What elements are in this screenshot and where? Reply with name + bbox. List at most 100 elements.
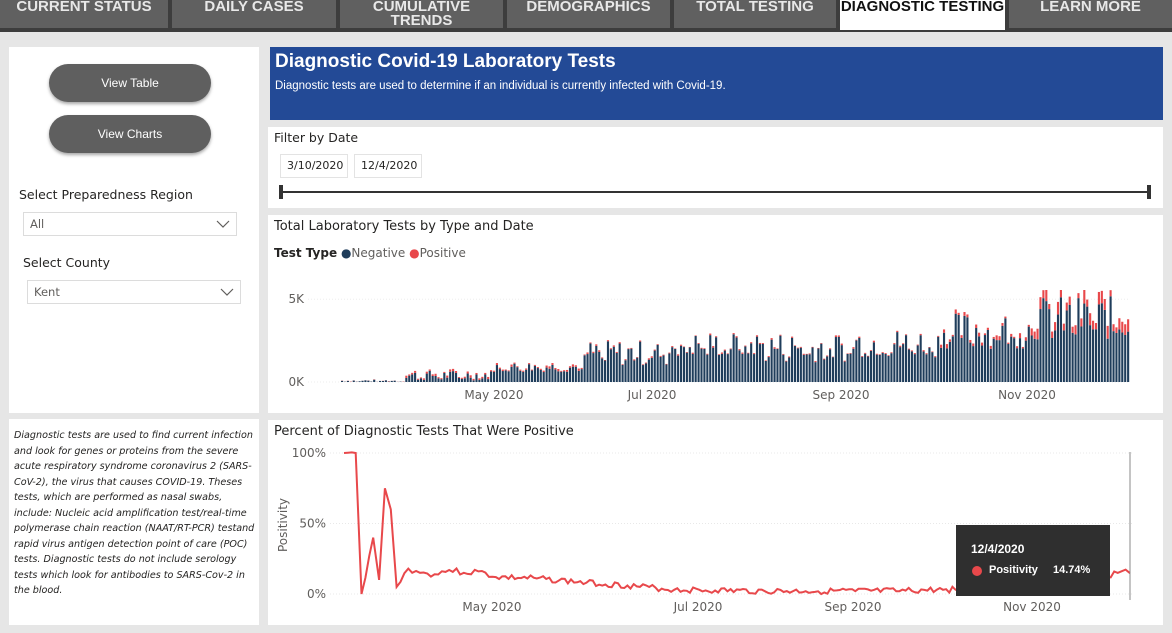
bar-positive [478,378,481,380]
bar-positive [1054,322,1057,331]
bar-negative [902,344,905,382]
bar-positive [1013,336,1016,339]
bar-negative [872,342,875,382]
bar-negative [641,365,645,382]
start-date-input[interactable]: 3/10/2020 [280,154,348,178]
view-charts-button[interactable]: View Charts [49,115,211,153]
bar-positive [484,372,487,375]
bar-negative [864,353,867,382]
bar-negative [1068,304,1071,382]
bar-positive [592,351,595,354]
bar-negative [653,350,656,382]
bar-positive [910,350,913,352]
bar-positive [791,336,794,338]
bar-positive [826,355,829,357]
bar-positive [1010,333,1013,337]
bar-positive [869,350,873,351]
bar-positive [723,349,726,351]
bar-positive [849,352,852,354]
bar-negative [1027,326,1030,382]
bar-positive [1094,323,1098,330]
bar-positive [454,371,458,373]
bar-negative [425,373,428,382]
bar-positive [1016,346,1019,349]
bar-negative [449,371,452,382]
tab-cumulative-trends[interactable]: CUMULATIVE TRENDS [340,0,503,30]
bar-negative [826,356,829,382]
slider-handle-start[interactable] [279,185,283,199]
bar-negative [457,377,461,382]
bar-y-tick: 0K [288,375,305,389]
bar-positive [522,370,525,372]
bar-positive [969,339,972,343]
bar-positive [861,356,864,357]
bar-positive [545,365,548,368]
bar-negative [630,348,633,382]
bar-positive [530,369,534,371]
bar-negative [715,337,718,382]
bar-positive [703,348,706,349]
bar-negative [460,378,463,382]
bar-positive [788,356,791,358]
bar-positive [577,368,580,371]
bar-negative [551,364,554,382]
bar-negative [604,360,607,382]
view-table-button[interactable]: View Table [49,64,211,102]
bar-negative [697,343,700,382]
bar-negative [647,359,650,382]
bar-negative [528,364,531,382]
bar-positive [1077,293,1080,299]
bar-positive [1048,303,1051,310]
bar-positive [1030,328,1033,336]
bar-positive [557,369,560,372]
bar-positive [598,350,601,352]
bar-negative [744,346,747,382]
date-range-slider[interactable] [276,184,1156,200]
slider-handle-end[interactable] [1147,185,1151,199]
region-dropdown[interactable]: All [23,212,237,236]
bar-positive [580,367,583,370]
tab-learn-more[interactable]: LEARN MORE [1009,0,1172,30]
bar-negative [1001,325,1004,382]
county-dropdown[interactable]: Kent [27,280,241,304]
bar-positive [940,344,943,348]
bar-negative [878,354,881,382]
bar-positive [589,342,592,344]
end-date-input[interactable]: 12/4/2020 [354,154,422,178]
tab-daily-cases[interactable]: DAILY CASES [172,0,336,30]
bar-negative [393,380,396,382]
bar-negative [472,380,475,382]
bar-positive [560,370,563,372]
tab-total-testing[interactable]: TOTAL TESTING [674,0,836,30]
bar-positive [566,369,569,372]
bar-negative [627,349,630,382]
bar-negative [957,314,960,382]
bar-negative [679,345,683,382]
bar-negative [729,349,732,382]
bar-negative [589,343,592,382]
bar-negative [709,335,712,382]
bar-positive [434,373,437,376]
bar-negative [612,346,615,382]
bar-positive [621,364,624,365]
bar-negative [899,347,902,382]
tab-bar: CURRENT STATUS DAILY CASES CUMULATIVE TR… [0,0,1172,32]
bar-negative [1071,332,1074,382]
tab-demographics[interactable]: DEMOGRAPHICS [507,0,670,30]
bar-positive [715,336,718,338]
bar-negative [373,379,376,382]
bar-positive [975,324,978,329]
legend-dot-negative: ● [340,246,352,260]
bar-negative [650,357,653,382]
tab-diagnostic-testing[interactable]: DIAGNOSTIC TESTING [840,0,1005,30]
bar-negative [408,375,411,382]
bar-positive [691,352,694,354]
bar-positive [843,360,846,362]
bar-negative [750,343,753,382]
bar-negative [986,329,989,382]
bar-negative [814,362,817,382]
tab-current-status[interactable]: CURRENT STATUS [0,0,168,30]
bar-negative [884,353,887,382]
bar-positive [902,343,905,345]
bar-negative [405,377,408,382]
